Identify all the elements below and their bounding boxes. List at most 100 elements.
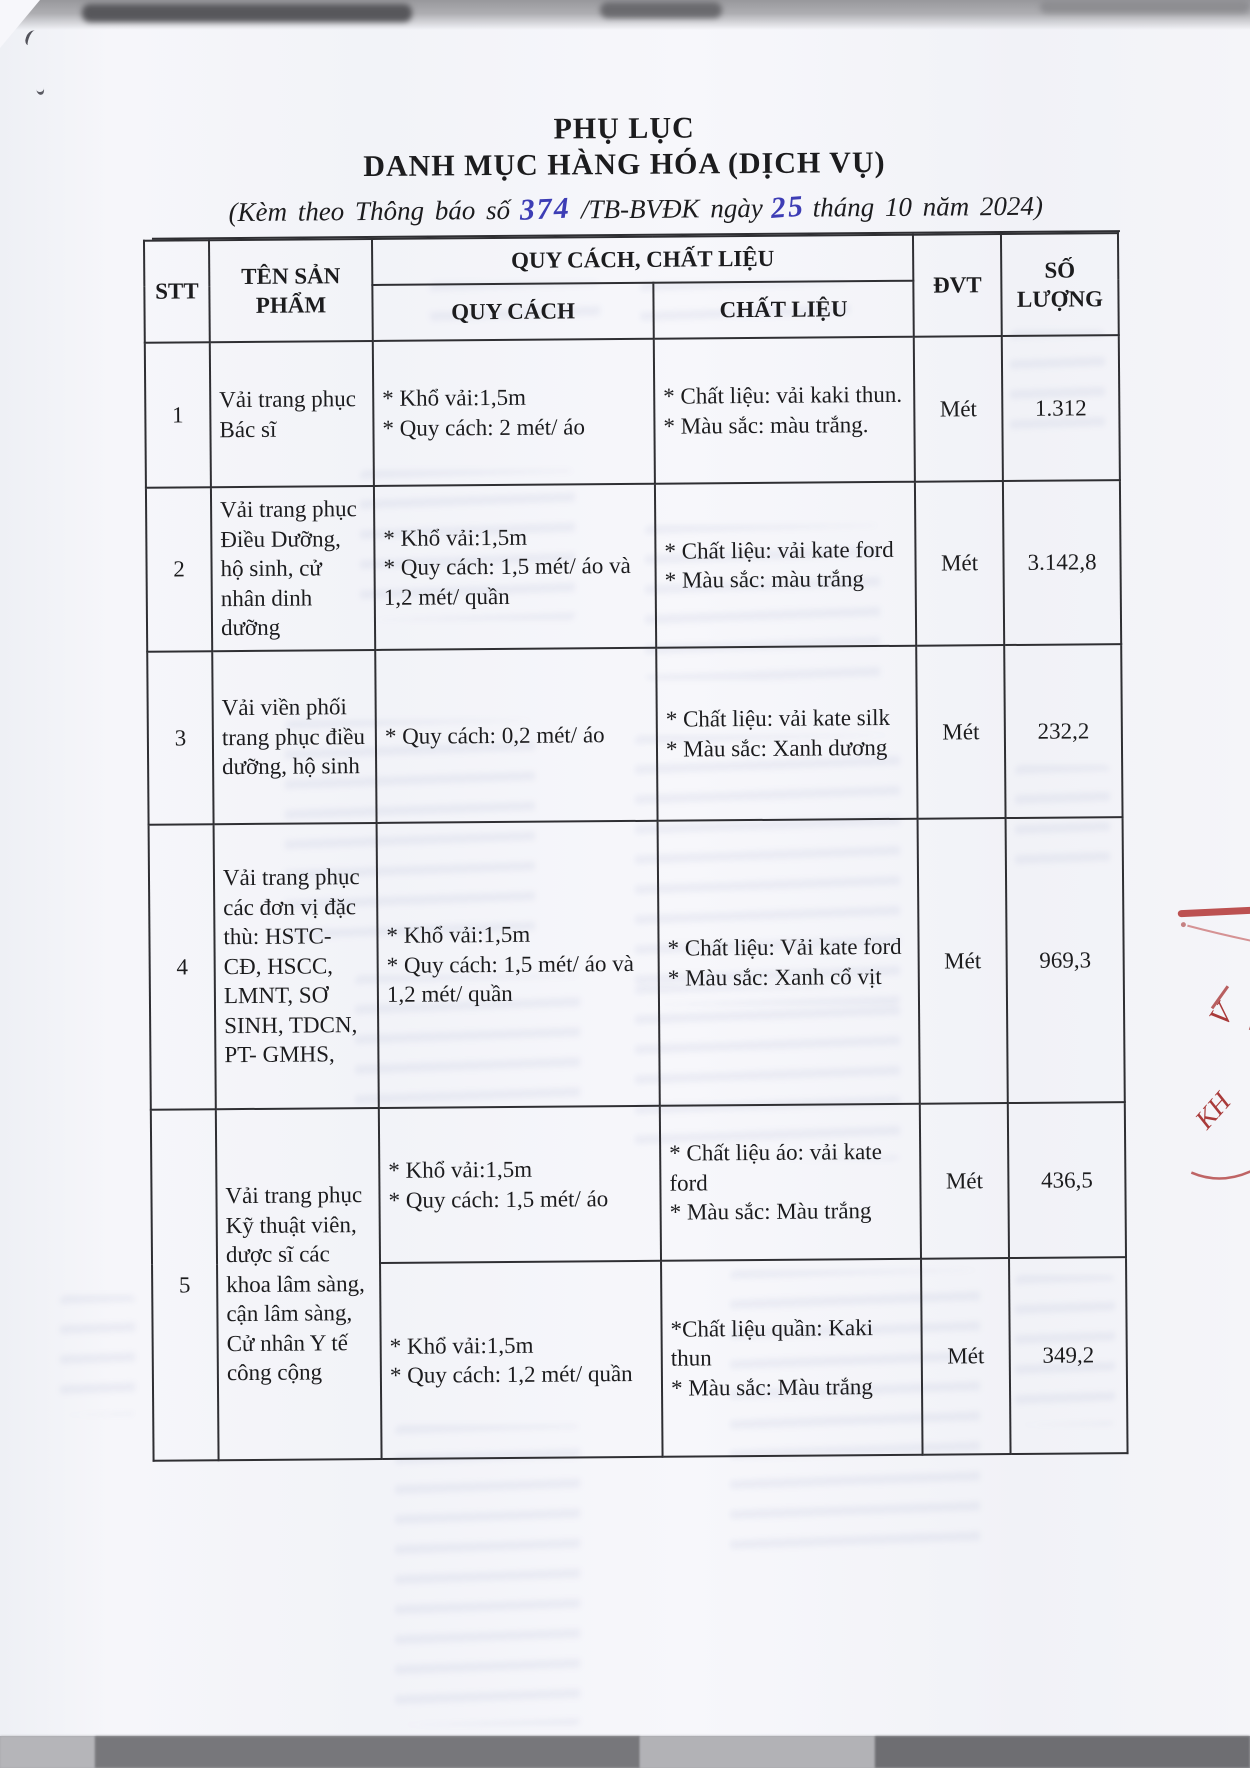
red-dot [1180, 922, 1186, 928]
cell-product-name: Vải trang phục các đơn vị đặc thù: HSTC-… [213, 822, 379, 1110]
cell-stt: 3 [147, 651, 214, 825]
red-tick [1210, 985, 1230, 1010]
cell-stt: 1 [144, 342, 211, 488]
bleed-through-ghost [430, 282, 600, 322]
caption-suffix: tháng 10 năm 2024) [812, 190, 1044, 223]
spec-line: * Chất liệu: Vải kate ford [667, 933, 902, 961]
spec-line: * Quy cách: 1,5 mét/ áo và 1,2 mét/ quần [383, 553, 631, 610]
caption-line: (Kèm theo Thông báo số 374/TB-BVĐK ngày 25… [151, 188, 1120, 240]
spec-line: * Khổ vải:1,5m [382, 384, 527, 411]
spec-line: * Quy cách: 0,2 mét/ áo [384, 721, 605, 749]
spec-line: * Quy cách: 1,5 mét/ áo [388, 1185, 609, 1213]
cell-dvt: Mét [914, 481, 1005, 646]
caption-prefix: (Kèm theo Thông báo số [228, 194, 511, 228]
cell-quantity: 969,3 [1005, 817, 1125, 1104]
table-row: 2 Vải trang phục Điều Dưỡng, hộ sinh, cử… [145, 480, 1122, 652]
scan-top-band [0, 0, 1250, 30]
cell-quantity: 232,2 [1004, 644, 1123, 819]
spec-line: * Màu sắc: Màu trắng [669, 1198, 872, 1225]
bleed-through-ghost [1015, 1275, 1115, 1425]
cell-stt: 4 [148, 824, 216, 1110]
header-chat-lieu: CHẤT LIỆU [653, 280, 914, 339]
cell-chat-lieu: * Chất liệu: vải kate ford * Màu sắc: mà… [654, 481, 917, 648]
bleed-through-ghost [360, 470, 575, 620]
cell-dvt: Mét [921, 1258, 1011, 1455]
red-stroke [1177, 906, 1250, 918]
cell-stt: 2 [145, 487, 213, 652]
table-row: 3 Vải viền phối trang phục điều dưỡng, h… [147, 644, 1123, 825]
bleed-through-ghost [730, 1270, 980, 1560]
cell-product-name: Vải trang phục Kỹ thuật viên, dược sĩ cá… [215, 1107, 382, 1461]
bleed-through-ghost [640, 282, 850, 322]
table-row: 5 Vải trang phục Kỹ thuật viên, dược sĩ … [150, 1102, 1127, 1461]
cell-dvt: Mét [919, 1103, 1010, 1259]
cell-quantity: 1.312 [1001, 335, 1120, 482]
bleed-through-ghost [1015, 765, 1110, 880]
cell-dvt: Mét [913, 336, 1003, 482]
cell-quantity: 3.142,8 [1002, 480, 1122, 646]
spec-line: * Màu sắc: Xanh dương [665, 734, 888, 762]
spec-line: * Chất liệu: vải kaki thun. [663, 381, 903, 409]
cell-stt: 5 [150, 1109, 219, 1461]
cell-chat-lieu: * Chất liệu: vải kaki thun. * Màu sắc: m… [653, 336, 915, 484]
page-subtitle: DANH MỤC HÀNG HÓA (DỊCH VỤ) [363, 145, 886, 184]
bleed-through-ghost [395, 1425, 580, 1725]
bleed-through-ghost [60, 1295, 135, 1415]
cell-quantity: 349,2 [1009, 1257, 1128, 1455]
spec-line: * Màu sắc: Xanh cổ vịt [667, 963, 882, 991]
cell-quy-cach: * Khổ vải:1,5m * Quy cách: 1,2 mét/ quần [380, 1260, 663, 1459]
handwritten-day: 25 [769, 189, 806, 225]
header-so-luong: SỐ LƯỢNG [1000, 233, 1119, 337]
bleed-through-ghost [635, 735, 900, 1005]
scan-dark-patch [875, 1736, 1250, 1768]
handwritten-notice-number: 374 [519, 191, 572, 227]
spec-line: * Khổ vải:1,5m [383, 524, 528, 551]
cell-dvt: Mét [916, 645, 1006, 819]
scan-dark-patch [640, 1736, 875, 1768]
cell-product-name: Vải trang phục Điều Dưỡng, hộ sinh, cử n… [210, 485, 376, 652]
scan-dark-patch [95, 1736, 640, 1768]
cell-chat-lieu: *Chất liệu quần: Kaki thun * Màu sắc: Mà… [661, 1258, 923, 1457]
scan-dark-patch [82, 4, 412, 22]
header-quy-cach-chat-lieu: QUY CÁCH, CHẤT LIỆU [371, 234, 914, 285]
red-arc [1190, 1166, 1250, 1180]
spec-line: * Màu sắc: màu trắng [664, 566, 865, 593]
cell-quy-cach: * Khổ vải:1,5m * Quy cách: 1,5 mét/ áo [378, 1105, 662, 1263]
table-row: 4 Vải trang phục các đơn vị đặc thù: HST… [148, 817, 1125, 1110]
cell-dvt: Mét [917, 818, 1008, 1104]
scan-dark-patch [600, 2, 722, 18]
bleed-through-ghost [645, 525, 880, 680]
scan-dark-patch [1040, 0, 1250, 13]
red-handwritten-letters: KH [1188, 1085, 1237, 1135]
bleed-through-ghost [635, 985, 900, 1160]
bleed-through-ghost [285, 720, 535, 950]
red-thin-line [1187, 924, 1250, 944]
table-header-row: STT TÊN SẢN PHẨM QUY CÁCH, CHẤT LIỆU ĐVT… [143, 233, 1119, 343]
spec-line: * Màu sắc: màu trắng. [663, 411, 869, 439]
red-handwritten-letter: V [1203, 995, 1243, 1032]
spec-line: * Quy cách: 1,2 mét/ quần [389, 1360, 633, 1388]
caption-middle: /TB-BVĐK ngày [580, 192, 763, 225]
red-pen-marks: V KH [1177, 906, 1250, 1180]
table-row: 1 Vải trang phục Bác sĩ * Khổ vải:1,5m *… [144, 335, 1120, 488]
title-block: PHỤ LỤC DANH MỤC HÀNG HÓA (DỊCH VỤ) [0, 107, 1250, 187]
cell-product-name: Vải viền phối trang phục điều dưỡng, hộ … [212, 649, 377, 825]
header-dvt: ĐVT [912, 234, 1002, 337]
spec-line: * Màu sắc: Màu trắng [670, 1373, 873, 1401]
spec-line: * Chất liệu áo: vải kate ford [669, 1139, 882, 1196]
spec-line: * Khổ vải:1,5m [386, 922, 531, 949]
spec-line: * Quy cách: 1,5 mét/ áo và 1,2 mét/ quần [386, 950, 634, 1008]
cell-quy-cach: * Khổ vải:1,5m * Quy cách: 1,5 mét/ áo v… [376, 820, 660, 1108]
cell-product-name: Vải trang phục Bác sĩ [209, 340, 374, 488]
header-quy-cach: QUY CÁCH [372, 282, 654, 341]
bleed-through-ghost [355, 975, 580, 1110]
spec-line: *Chất liệu quần: Kaki thun [670, 1314, 874, 1371]
spec-line: * Chất liệu: vải kate silk [665, 704, 891, 732]
cell-chat-lieu: * Chất liệu: vải kate silk * Màu sắc: Xa… [656, 645, 918, 821]
spec-line: * Chất liệu: vải kate ford [664, 536, 894, 564]
spec-line: * Khổ vải:1,5m [389, 1332, 534, 1359]
scan-bottom-band [0, 1736, 1250, 1768]
header-stt: STT [143, 240, 210, 343]
